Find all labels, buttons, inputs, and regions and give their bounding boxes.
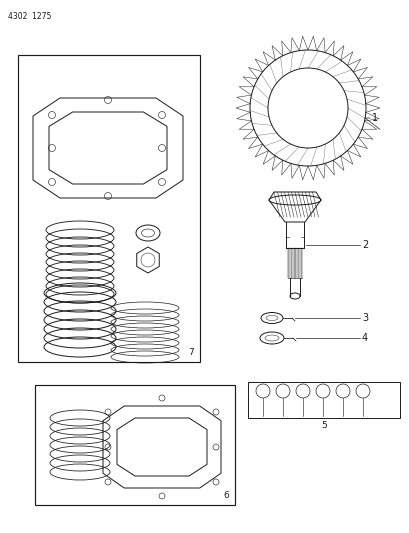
Bar xyxy=(247,382,399,418)
Text: 6: 6 xyxy=(223,491,229,500)
Text: 4: 4 xyxy=(361,333,367,343)
Text: 2: 2 xyxy=(361,240,367,250)
Text: 7: 7 xyxy=(188,348,193,357)
Text: 1: 1 xyxy=(371,113,377,123)
Bar xyxy=(18,55,200,362)
Bar xyxy=(35,385,234,505)
Text: 5: 5 xyxy=(320,421,326,430)
Text: 3: 3 xyxy=(361,313,367,323)
Text: 4302  1275: 4302 1275 xyxy=(8,12,51,21)
